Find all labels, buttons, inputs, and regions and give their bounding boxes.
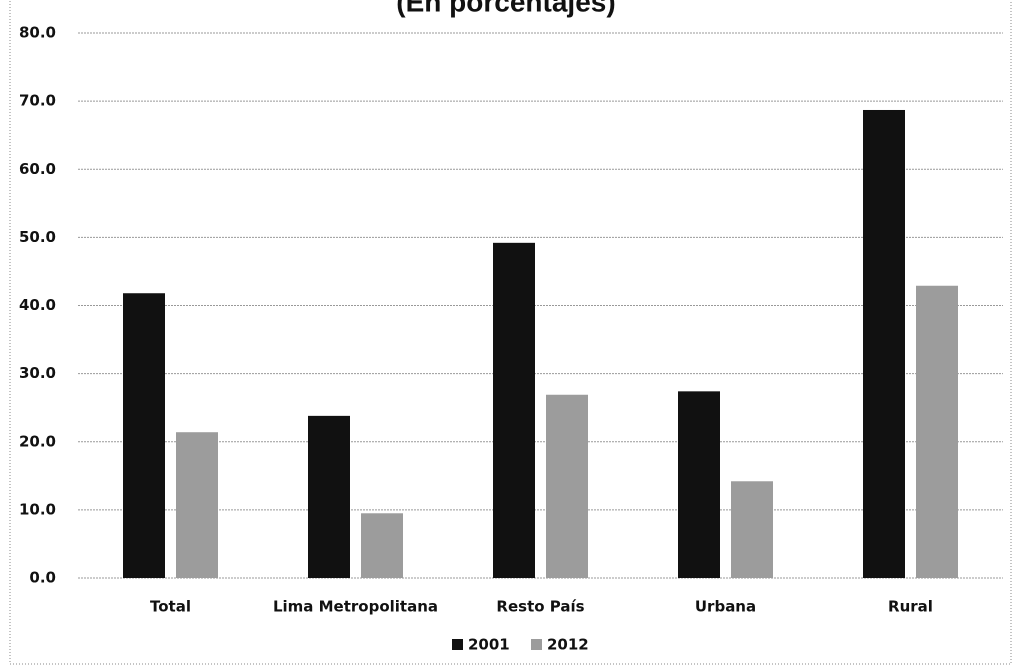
bar — [176, 432, 218, 578]
legend-swatch — [452, 639, 463, 650]
legend-label: 2012 — [547, 636, 589, 654]
y-tick-label: 30.0 — [19, 364, 56, 382]
x-tick-label: Rural — [888, 598, 933, 616]
y-tick-label: 50.0 — [19, 228, 56, 246]
y-tick-label: 10.0 — [19, 500, 56, 518]
bar — [493, 242, 535, 578]
y-tick-label: 0.0 — [29, 569, 56, 587]
chart-title: (En porcentajes) — [396, 0, 615, 17]
bar — [123, 293, 165, 578]
bar — [308, 415, 350, 578]
legend-swatch — [531, 639, 542, 650]
y-tick-label: 70.0 — [19, 92, 56, 110]
bar — [916, 285, 958, 578]
y-tick-label: 60.0 — [19, 160, 56, 178]
x-tick-label: Resto País — [496, 598, 584, 616]
y-tick-label: 20.0 — [19, 432, 56, 450]
bar — [731, 481, 773, 578]
chart-border — [9, 0, 1012, 665]
bar — [546, 394, 588, 578]
x-tick-label: Urbana — [695, 598, 756, 616]
x-tick-label: Total — [150, 598, 191, 616]
bar — [361, 513, 403, 578]
bar — [863, 109, 905, 578]
legend-label: 2001 — [468, 636, 510, 654]
bar — [678, 391, 720, 578]
y-tick-label: 40.0 — [19, 296, 56, 314]
x-tick-label: Lima Metropolitana — [273, 598, 438, 616]
y-tick-label: 80.0 — [19, 24, 56, 42]
